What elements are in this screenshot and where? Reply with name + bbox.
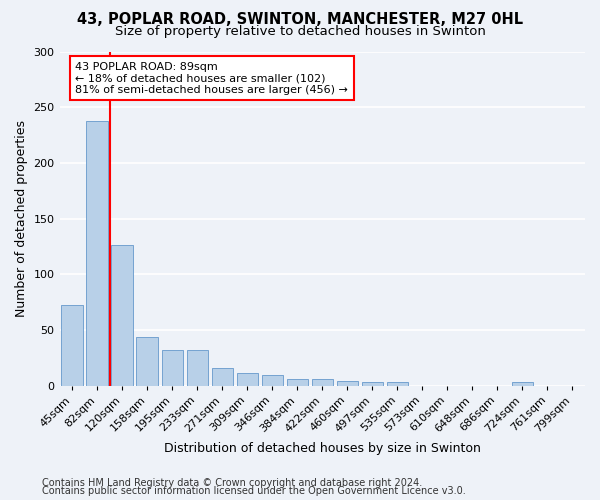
Bar: [262, 374, 283, 386]
Bar: [362, 382, 383, 386]
Bar: [112, 246, 133, 386]
Bar: [287, 379, 308, 386]
Bar: [61, 306, 83, 386]
Bar: [236, 374, 258, 386]
Bar: [187, 350, 208, 386]
Text: Contains public sector information licensed under the Open Government Licence v3: Contains public sector information licen…: [42, 486, 466, 496]
X-axis label: Distribution of detached houses by size in Swinton: Distribution of detached houses by size …: [164, 442, 481, 455]
Bar: [311, 379, 333, 386]
Bar: [136, 336, 158, 386]
Bar: [86, 120, 108, 386]
Bar: [212, 368, 233, 386]
Text: 43 POPLAR ROAD: 89sqm
← 18% of detached houses are smaller (102)
81% of semi-det: 43 POPLAR ROAD: 89sqm ← 18% of detached …: [76, 62, 348, 94]
Bar: [387, 382, 408, 386]
Y-axis label: Number of detached properties: Number of detached properties: [15, 120, 28, 317]
Bar: [512, 382, 533, 386]
Bar: [161, 350, 183, 386]
Text: Contains HM Land Registry data © Crown copyright and database right 2024.: Contains HM Land Registry data © Crown c…: [42, 478, 422, 488]
Bar: [337, 381, 358, 386]
Text: 43, POPLAR ROAD, SWINTON, MANCHESTER, M27 0HL: 43, POPLAR ROAD, SWINTON, MANCHESTER, M2…: [77, 12, 523, 28]
Text: Size of property relative to detached houses in Swinton: Size of property relative to detached ho…: [115, 25, 485, 38]
